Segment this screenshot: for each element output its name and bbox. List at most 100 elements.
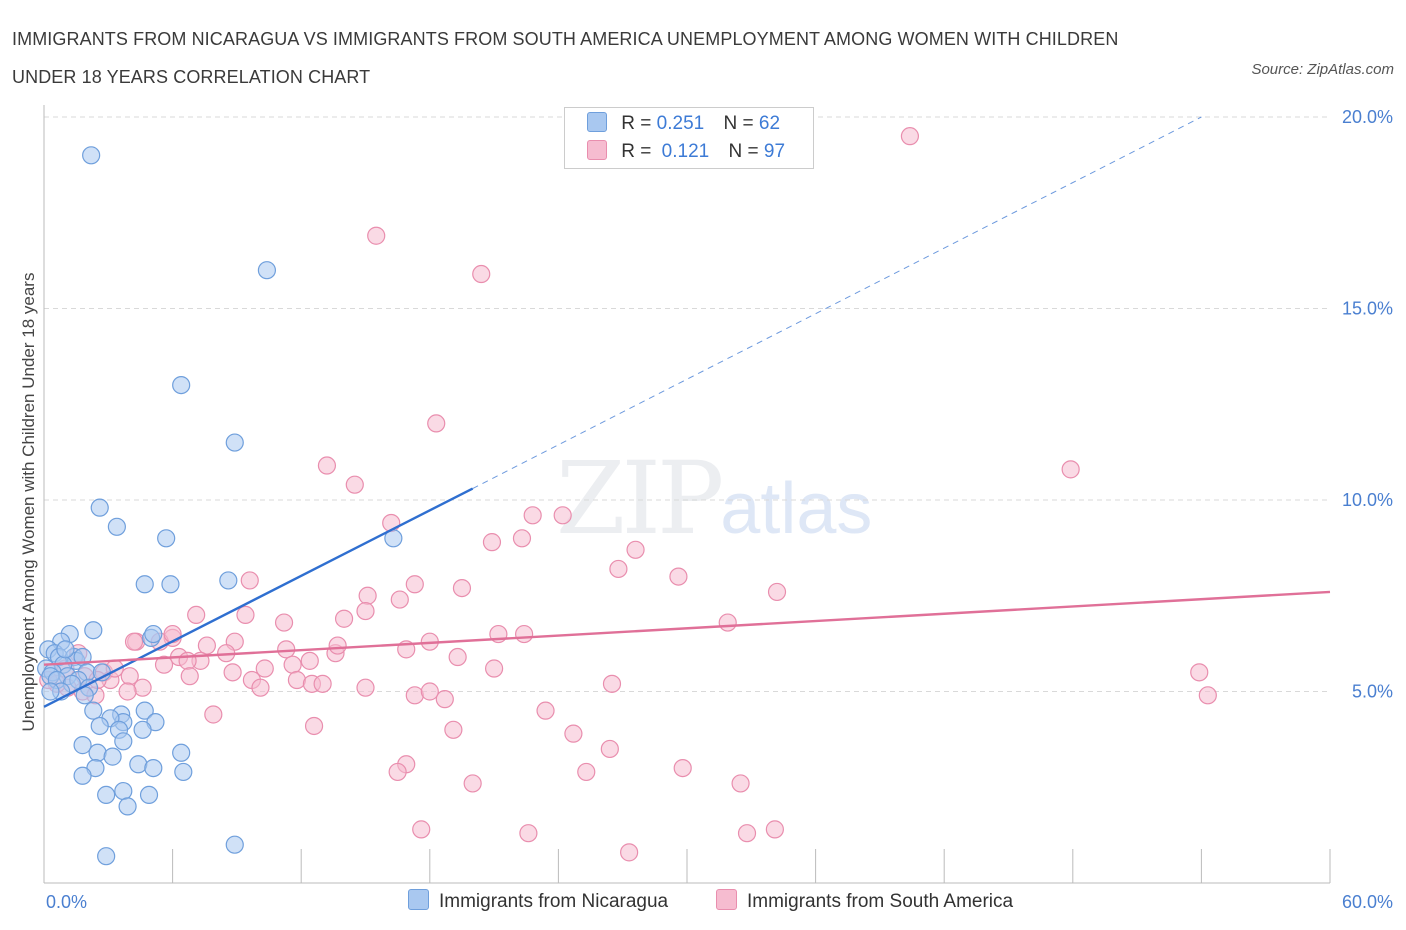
point-south-america	[718, 613, 737, 632]
point-south-america	[187, 605, 206, 625]
legend-n-label: N =	[723, 113, 754, 134]
point-south-america	[356, 678, 375, 697]
point-south-america	[180, 667, 199, 686]
point-nicaragua	[133, 720, 152, 739]
point-south-america	[204, 705, 223, 724]
point-south-america	[356, 601, 375, 621]
point-south-america	[358, 586, 377, 605]
point-south-america	[178, 651, 197, 670]
point-south-america	[1061, 460, 1080, 479]
point-south-america	[515, 624, 534, 644]
x-tick-label: 0.0%	[46, 892, 87, 912]
point-south-america	[124, 632, 144, 651]
legend-n-value: 97	[763, 141, 786, 162]
point-south-america	[600, 739, 619, 759]
point-south-america	[452, 578, 472, 598]
point-south-america	[564, 724, 583, 743]
point-south-america	[553, 506, 572, 525]
legend-n-label: N =	[728, 141, 759, 162]
point-south-america	[620, 843, 639, 862]
point-nicaragua	[144, 758, 163, 778]
point-south-america	[485, 659, 504, 678]
y-tick-label: 20.0%	[1342, 107, 1393, 127]
legend-r-value: 0.251	[656, 113, 705, 134]
legend-n-value: 62	[758, 113, 781, 134]
point-south-america	[435, 690, 454, 709]
point-south-america	[236, 605, 255, 625]
trendline-extension-nicaragua	[472, 116, 1202, 489]
legend-r-label: R =	[621, 113, 652, 134]
point-south-america	[390, 590, 409, 609]
point-nicaragua	[225, 835, 244, 854]
point-south-america	[274, 613, 294, 632]
point-south-america	[1190, 663, 1209, 682]
point-south-america	[609, 559, 628, 579]
point-south-america	[255, 659, 274, 678]
point-nicaragua	[172, 743, 191, 762]
y-axis-label: Unemployment Among Women with Children U…	[19, 273, 38, 732]
point-nicaragua	[56, 640, 75, 659]
point-south-america	[482, 533, 502, 552]
point-south-america	[448, 647, 467, 667]
point-south-america	[328, 636, 347, 655]
point-south-america	[900, 127, 920, 146]
chart-title: IMMIGRANTS FROM NICARAGUA VS IMMIGRANTS …	[12, 20, 1212, 96]
point-nicaragua	[225, 433, 244, 452]
series-name-nicaragua: Immigrants from Nicaragua	[439, 891, 669, 912]
watermark-atlas: atlas	[720, 469, 873, 549]
x-tick-label: 60.0%	[1342, 892, 1393, 912]
point-nicaragua	[73, 736, 92, 755]
point-nicaragua	[88, 743, 107, 762]
point-south-america	[536, 701, 555, 720]
point-nicaragua	[114, 781, 133, 801]
point-nicaragua	[90, 498, 109, 517]
series-legend-nicaragua: Immigrants from Nicaragua	[408, 889, 668, 913]
point-nicaragua	[82, 146, 101, 165]
point-south-america	[313, 674, 332, 693]
point-south-america	[731, 774, 750, 793]
point-nicaragua	[41, 682, 60, 701]
point-nicaragua	[118, 797, 137, 816]
point-south-america	[283, 655, 302, 674]
y-tick-label: 15.0%	[1342, 299, 1393, 319]
trendline-nicaragua	[43, 487, 474, 708]
point-nicaragua	[129, 755, 148, 774]
point-south-america	[133, 678, 152, 697]
point-south-america	[412, 820, 431, 839]
legend-r-label: R =	[621, 141, 652, 162]
point-south-america	[463, 774, 482, 793]
point-south-america	[602, 674, 622, 693]
point-nicaragua	[103, 747, 122, 766]
point-south-america	[1198, 686, 1217, 705]
point-nicaragua	[84, 621, 103, 640]
chart-title-line-2: UNDER 18 YEARS CORRELATION CHART	[12, 67, 371, 87]
source-label: Source: ZipAtlas.com	[1251, 61, 1394, 78]
point-south-america	[154, 655, 174, 674]
point-south-america	[765, 820, 784, 839]
point-nicaragua	[172, 376, 191, 395]
series-swatch-south-america	[716, 889, 737, 910]
point-south-america	[334, 609, 354, 628]
point-south-america	[420, 682, 439, 701]
point-nicaragua	[174, 762, 193, 782]
point-nicaragua	[97, 785, 116, 805]
correlation-legend: R = 0.251 N = 62 R = 0.121 N = 97	[564, 107, 814, 169]
point-south-america	[300, 651, 319, 670]
point-south-america	[223, 663, 242, 682]
point-nicaragua	[144, 624, 163, 644]
trendline-south-america	[43, 590, 1331, 666]
point-nicaragua	[97, 847, 116, 866]
point-south-america	[345, 475, 364, 494]
point-nicaragua	[135, 575, 154, 594]
watermark: ZIPatlas	[556, 440, 872, 557]
point-south-america	[388, 762, 407, 782]
point-nicaragua	[73, 766, 92, 785]
point-south-america	[317, 456, 337, 475]
point-nicaragua	[257, 261, 277, 280]
point-south-america	[287, 670, 307, 690]
point-south-america	[251, 678, 270, 697]
point-south-america	[626, 540, 645, 559]
point-south-america	[669, 567, 688, 586]
point-south-america	[444, 720, 463, 739]
point-south-america	[118, 682, 137, 701]
